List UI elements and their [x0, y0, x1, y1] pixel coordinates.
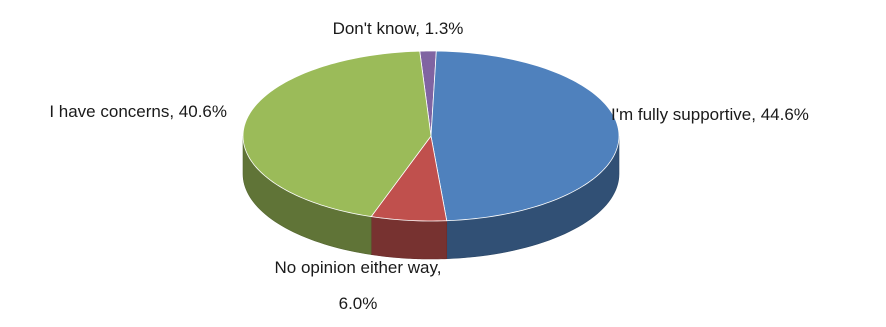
pie-slice-i-m-fully-supportive [430, 50, 620, 222]
pie-slice-i-have-concerns [242, 50, 432, 218]
label-fully-supportive: I'm fully supportive, 44.6% [611, 105, 809, 124]
label-no-opinion-value: 6.0% [339, 294, 378, 313]
pie-top [242, 50, 620, 222]
label-dont-know: Don't know, 1.3% [333, 19, 464, 38]
pie-depth [242, 135, 620, 260]
pie-side-no-opinion-either-way [370, 216, 448, 260]
pie-slice-no-opinion-either-way [370, 135, 448, 222]
label-no-opinion: No opinion either way, [275, 258, 442, 277]
label-have-concerns: I have concerns, 40.6% [49, 102, 227, 121]
